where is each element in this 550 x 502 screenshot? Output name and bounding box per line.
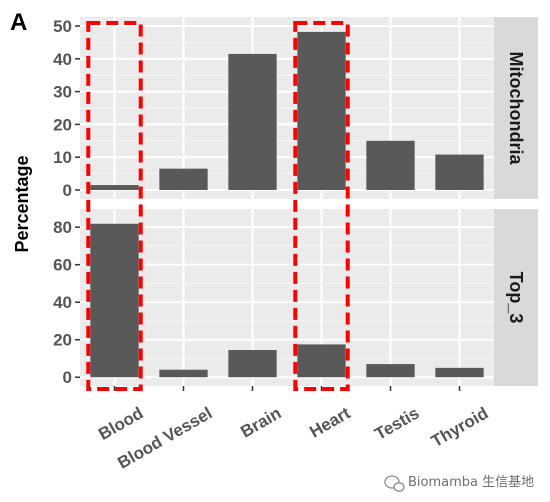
y-tick-label: 80 [53,218,72,237]
wechat-icon [384,475,405,492]
x-tick-label: Testis [372,403,423,443]
y-tick-label: 20 [53,115,72,134]
bar-heart [297,344,346,378]
y-tick-label: 50 [53,17,72,36]
y-tick-label: 40 [53,50,72,69]
y-tick-label: 0 [63,368,72,387]
facet-mitochondria: 0 10 20 30 40 50 Mitochondria [53,17,538,200]
y-tick-label: 0 [63,181,72,200]
y-tick-label: 30 [53,83,72,102]
highlight-box-blood [86,21,143,391]
bar-blood [90,185,139,190]
bar-blood-vessel [159,168,208,190]
bar-brain [228,350,277,378]
watermark: Biomamba 生信基地 [384,475,534,492]
facet-strip [494,209,538,386]
facet-strip-label: Top_3 [506,272,526,324]
highlight-box-heart [293,21,350,391]
y-tick-label: 40 [53,293,72,312]
x-tick-label: Blood [95,403,146,444]
bar-thyroid [435,367,484,378]
y-tick-label: 60 [53,256,72,275]
facet-panels: 0 10 20 30 40 50 Mitochondria 0 20 40 60 80 Top_3 [53,17,538,387]
x-tick-label: Brain [237,403,284,441]
bar-thyroid [435,154,484,190]
bar-brain [228,53,277,190]
x-tick-label: Thyroid [428,403,491,451]
watermark-text: Biomamba 生信基地 [408,475,534,490]
bar-heart [297,31,346,190]
y-tick-label: 10 [53,148,72,167]
y-tick-label: 20 [53,331,72,350]
highlight-boxes [86,21,350,391]
panel-tag: A [10,9,27,36]
y-axis-title: Percentage [12,155,32,252]
facet-strip-label: Mitochondria [506,52,526,166]
x-tick-label: Heart [306,403,353,441]
bar-blood-vessel [159,369,208,378]
facet-top-3: 0 20 40 60 80 Top_3 [53,209,538,387]
bar-blood [90,223,139,378]
facet-strip [494,17,538,199]
panel-background [80,209,494,386]
bar-testis [366,140,415,190]
bar-testis [366,364,415,378]
